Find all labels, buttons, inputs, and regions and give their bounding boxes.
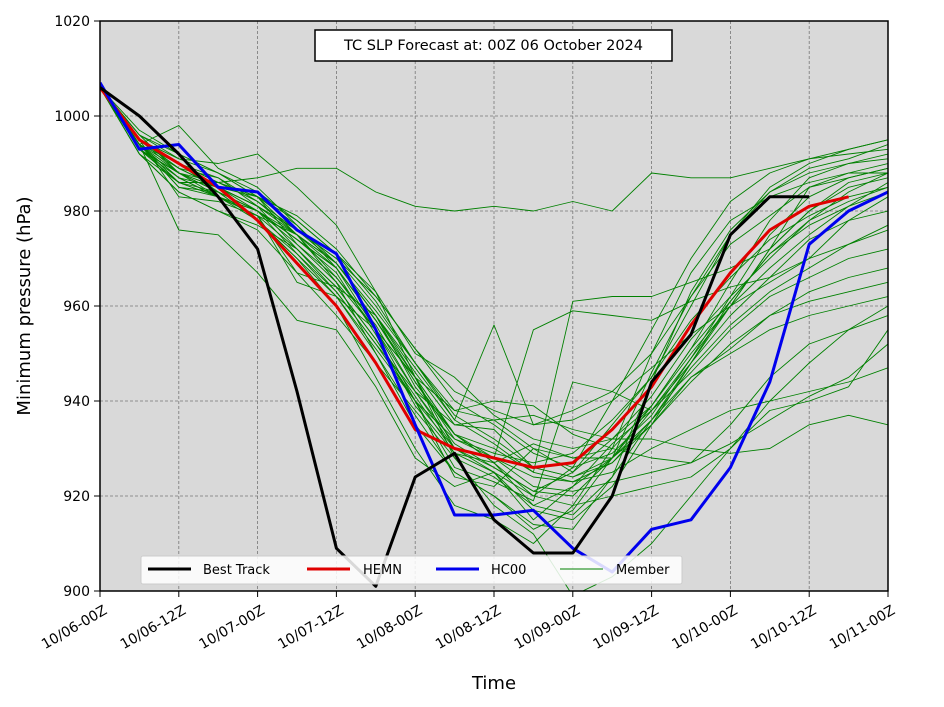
y-tick-label: 980 <box>63 204 90 220</box>
y-tick-label: 1000 <box>54 109 90 125</box>
x-tick-label: 10/06-12Z <box>118 603 189 653</box>
legend-label-hc00: HC00 <box>491 563 526 578</box>
chart-title-box: TC SLP Forecast at: 00Z 06 October 2024 <box>314 29 673 62</box>
series-line-best-track <box>100 86 810 588</box>
member-line-28 <box>100 87 888 426</box>
series-line-hc00 <box>100 81 888 574</box>
member-line-25 <box>100 87 888 516</box>
chart-title: TC SLP Forecast at: 00Z 06 October 2024 <box>343 38 643 54</box>
x-tick-label: 10/10-12Z <box>748 603 819 653</box>
y-tick-label: 900 <box>63 584 90 600</box>
x-tick-label: 10/07-12Z <box>275 603 346 653</box>
x-tick-label: 10/10-00Z <box>669 603 740 653</box>
x-tick-label: 10/08-12Z <box>433 603 504 653</box>
y-axis-title: Minimum pressure (hPa) <box>14 196 35 415</box>
member-line-27 <box>100 87 888 449</box>
member-line-21 <box>100 87 888 591</box>
member-line-9 <box>100 87 888 530</box>
member-line-20 <box>100 87 888 521</box>
y-tick-label: 920 <box>63 489 90 505</box>
title-box-frame <box>314 29 673 62</box>
member-line-12 <box>100 87 888 478</box>
y-tick-label: 940 <box>63 394 90 410</box>
legend-label-best-track: Best Track <box>203 563 270 578</box>
legend: Best Track HEMN HC00 Member <box>140 555 683 585</box>
x-tick-label: 10/07-00Z <box>197 603 268 653</box>
x-tick-label: 10/09-00Z <box>512 603 583 653</box>
legend-label-hemn: HEMN <box>363 563 402 578</box>
main-series-group <box>100 81 888 588</box>
y-tick-label: 960 <box>63 299 90 315</box>
legend-label-member: Member <box>616 563 670 578</box>
member-line-1 <box>100 82 888 487</box>
x-tick-label: 10/09-12Z <box>591 603 662 653</box>
x-tick-label: 10/11-00Z <box>827 603 898 653</box>
member-line-11 <box>100 87 888 426</box>
x-axis-title: Time <box>471 673 516 694</box>
legend-frame <box>140 555 683 585</box>
series-line-hemn <box>100 86 849 469</box>
y-tick-label: 1020 <box>54 14 90 30</box>
x-tick-label: 10/08-00Z <box>354 603 425 653</box>
member-line-30 <box>100 87 888 502</box>
x-tick-label: 10/06-00Z <box>39 603 110 653</box>
